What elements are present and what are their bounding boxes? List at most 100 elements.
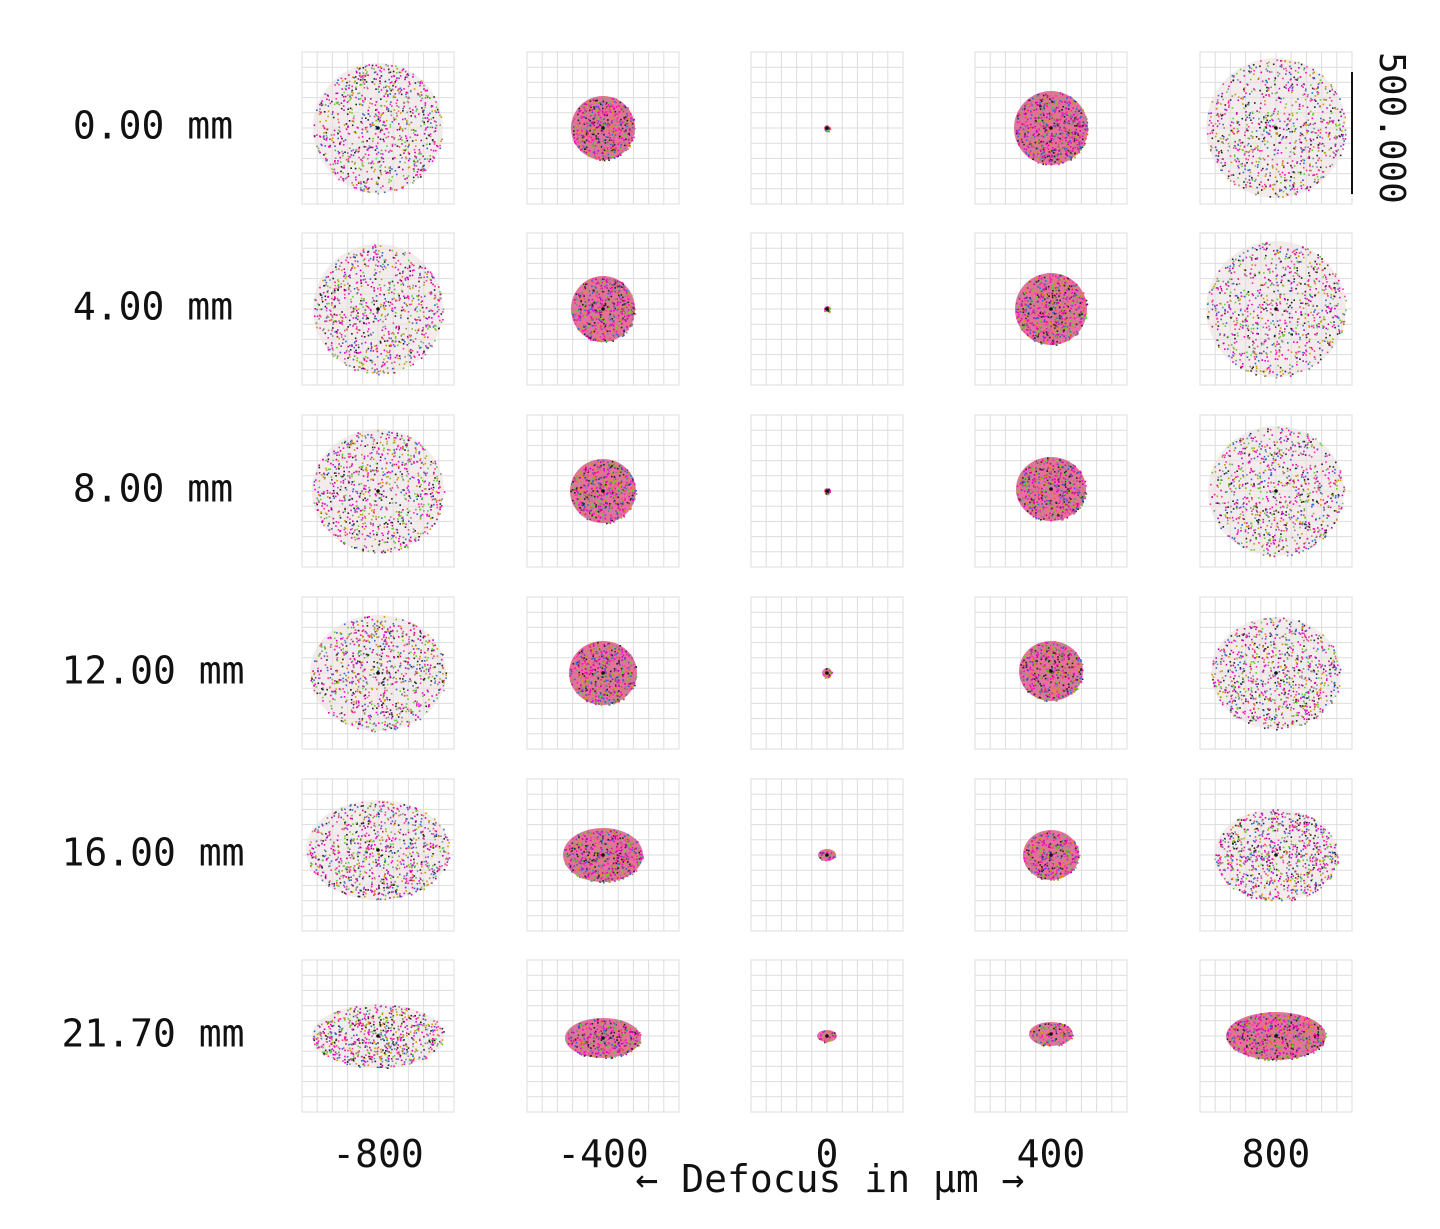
spot-rays xyxy=(313,63,443,195)
field-label-0: 0.00 mm xyxy=(73,104,233,148)
chief-ray-point xyxy=(1049,1032,1053,1036)
spot-rays xyxy=(571,276,637,343)
chief-ray-point xyxy=(1274,307,1278,311)
chief-ray-point xyxy=(1274,1034,1278,1038)
chief-ray-point xyxy=(1049,487,1053,491)
spot-cell-r1-c1 xyxy=(526,232,680,386)
spot-cell-r2-c0 xyxy=(301,414,455,568)
spot-rays xyxy=(1211,617,1342,731)
spot-cell-r4-c4 xyxy=(1199,778,1353,932)
chief-ray-point xyxy=(825,307,829,311)
cell-grid xyxy=(751,52,903,204)
spot-cell-r2-c4 xyxy=(1199,414,1353,568)
chief-ray-point xyxy=(1049,307,1053,311)
spot-rays xyxy=(313,429,446,554)
spot-cell-r0-c4 xyxy=(1199,51,1353,205)
field-label-3: 12.00 mm xyxy=(61,649,244,693)
cell-grid xyxy=(527,52,679,204)
spot-rays xyxy=(1206,242,1347,379)
spot-cell-r0-c2 xyxy=(750,51,904,205)
chief-ray-point xyxy=(1049,669,1053,673)
spot-rays xyxy=(565,1018,642,1060)
defocus-label-0: -800 xyxy=(332,1132,424,1176)
cell-grid xyxy=(975,779,1127,931)
spot-cell-r5-c4 xyxy=(1199,959,1353,1113)
spot-cell-r5-c0 xyxy=(301,959,455,1113)
spot-cell-r3-c0 xyxy=(301,596,455,750)
spot-cell-r2-c3 xyxy=(974,414,1128,568)
spot-rays xyxy=(1019,641,1084,702)
spot-rays xyxy=(312,1004,445,1069)
spot-rays xyxy=(571,96,636,162)
chief-ray-point xyxy=(825,853,829,857)
spot-cell-r0-c3 xyxy=(974,51,1128,205)
spot-cell-r5-c3 xyxy=(974,959,1128,1113)
field-label-1: 4.00 mm xyxy=(73,285,233,329)
field-label-2: 8.00 mm xyxy=(73,467,233,511)
chief-ray-point xyxy=(825,671,829,675)
spot-cell-r3-c1 xyxy=(526,596,680,750)
chief-ray-point xyxy=(825,126,829,130)
chief-ray-point xyxy=(1274,126,1278,130)
spot-rays xyxy=(1016,457,1088,522)
defocus-label-3: 400 xyxy=(1017,1132,1086,1176)
spot-rays xyxy=(1207,59,1347,198)
spot-cell-r3-c2 xyxy=(750,596,904,750)
spot-cell-r4-c2 xyxy=(750,778,904,932)
spot-cell-r4-c3 xyxy=(974,778,1128,932)
cell-grid xyxy=(751,960,903,1112)
defocus-label-4: 800 xyxy=(1242,1132,1311,1176)
chief-ray-point xyxy=(601,489,605,493)
chief-ray-point xyxy=(601,126,605,130)
spot-cell-r4-c1 xyxy=(526,778,680,932)
chief-ray-point xyxy=(1049,126,1053,130)
spot-cell-r1-c3 xyxy=(974,232,1128,386)
chief-ray-point xyxy=(601,853,605,857)
spot-cell-r3-c3 xyxy=(974,596,1128,750)
spot-rays xyxy=(570,459,638,525)
x-axis-title: ← Defocus in µm → xyxy=(636,1157,1025,1201)
chief-ray-point xyxy=(376,1034,380,1038)
defocus-tick-labels: -800 -400 0 400 800 xyxy=(332,1132,1310,1176)
defocus-label-1: -400 xyxy=(557,1132,649,1176)
field-label-5: 21.70 mm xyxy=(61,1012,244,1056)
cell-grid xyxy=(751,597,903,749)
chief-ray-point xyxy=(601,1036,605,1040)
spot-cell-r5-c1 xyxy=(526,959,680,1113)
spot-rays xyxy=(569,641,638,707)
chief-ray-point xyxy=(376,848,380,852)
spot-rays xyxy=(313,244,445,376)
spot-matrix xyxy=(301,51,1353,1113)
spot-rays xyxy=(823,668,834,679)
scale-bar: 500.000 xyxy=(1351,52,1412,204)
chief-ray-point xyxy=(1274,671,1278,675)
spot-rays xyxy=(564,828,644,884)
chief-ray-point xyxy=(376,126,380,130)
field-label-4: 16.00 mm xyxy=(61,831,244,875)
spot-rays xyxy=(818,1030,836,1044)
spot-cell-r0-c0 xyxy=(301,51,455,205)
spot-cell-r0-c1 xyxy=(526,51,680,205)
spot-cell-r5-c2 xyxy=(750,959,904,1113)
chief-ray-point xyxy=(1049,853,1053,857)
spot-cell-r4-c0 xyxy=(301,778,455,932)
spot-cell-r1-c4 xyxy=(1199,232,1353,386)
chief-ray-point xyxy=(601,671,605,675)
field-height-labels: 0.00 mm 4.00 mm 8.00 mm 12.00 mm 16.00 mm 21.… xyxy=(61,104,244,1056)
spot-cell-r2-c1 xyxy=(526,414,680,568)
chief-ray-point xyxy=(376,489,380,493)
spot-rays xyxy=(307,801,451,901)
spot-rays xyxy=(1015,92,1089,166)
chief-ray-point xyxy=(825,489,829,493)
spot-cell-r3-c4 xyxy=(1199,596,1353,750)
scale-bar-label: 500.000 xyxy=(1371,52,1412,204)
spot-cell-r2-c2 xyxy=(750,414,904,568)
defocus-label-2: 0 xyxy=(816,1132,839,1176)
spot-rays xyxy=(310,616,448,733)
spot-rays xyxy=(1023,830,1081,881)
spot-rays xyxy=(1214,809,1339,902)
spot-rays xyxy=(1226,1012,1328,1062)
chief-ray-point xyxy=(376,307,380,311)
spot-cell-r1-c2 xyxy=(750,232,904,386)
